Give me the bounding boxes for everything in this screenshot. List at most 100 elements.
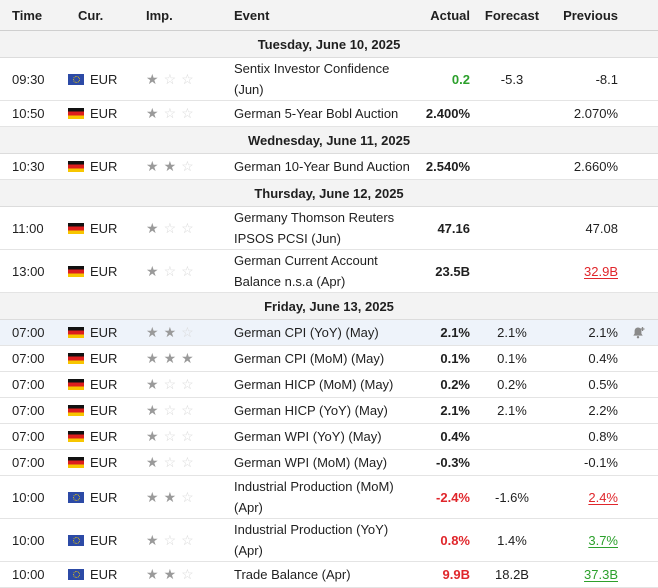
star-icon: ☆	[181, 402, 194, 418]
event-name[interactable]: German HICP (MoM) (May)	[226, 371, 414, 398]
table-row[interactable]: 10:00 EUR ★ ★ ☆ Industrial Production (MoM…	[0, 475, 658, 519]
star-icon: ☆	[163, 454, 177, 470]
event-time: 07:00	[0, 423, 68, 450]
star-icon: ★	[146, 158, 159, 174]
event-name-line2: Balance n.s.a (Apr)	[234, 274, 346, 289]
germany-flag-icon	[68, 353, 84, 364]
actual-value: 47.16	[414, 206, 470, 250]
header-currency[interactable]: Cur.	[68, 0, 142, 31]
importance-stars: ★ ★ ★	[146, 351, 194, 365]
germany-flag-icon	[68, 108, 84, 119]
actual-value: 0.2%	[414, 371, 470, 398]
header-importance[interactable]: Imp.	[142, 0, 226, 31]
previous-revised-value: 2.4%	[588, 489, 618, 505]
currency-label: EUR	[90, 106, 118, 121]
table-row[interactable]: 10:50 EUR ★ ☆ ☆ German 5-Year Bobl Auction…	[0, 100, 658, 127]
forecast-value: 18.2B	[470, 561, 554, 588]
table-row[interactable]: 11:00 EUR ★ ☆ ☆ Germany Thomson Reuters IPS…	[0, 206, 658, 250]
previous-value: 47.08	[554, 206, 658, 250]
star-icon: ★	[163, 566, 177, 582]
event-name[interactable]: German WPI (YoY) (May)	[226, 423, 414, 450]
actual-value: 0.1%	[414, 345, 470, 372]
event-name[interactable]: Sentix Investor Confidence (Jun)	[226, 57, 414, 101]
table-row[interactable]: 07:00 EUR ★ ☆ ☆ German HICP (YoY) (May) 2.…	[0, 397, 658, 424]
date-label: Friday, June 13, 2025	[0, 292, 658, 320]
forecast-value	[470, 249, 554, 293]
event-name[interactable]: German CPI (YoY) (May)	[226, 319, 414, 346]
event-name[interactable]: Trade Balance (Apr)	[226, 561, 414, 588]
header-actual[interactable]: Actual	[414, 0, 470, 31]
previous-value: 2.2%	[554, 397, 658, 424]
forecast-value: 2.1%	[470, 397, 554, 424]
actual-value: -0.3%	[414, 449, 470, 476]
event-name[interactable]: Industrial Production (MoM) (Apr)	[226, 475, 414, 519]
previous-value: 37.3B	[554, 561, 658, 588]
previous-value: 2.1%	[588, 325, 618, 340]
table-row[interactable]: 07:00 EUR ★ ☆ ☆ German WPI (YoY) (May) 0.4…	[0, 423, 658, 450]
event-name[interactable]: Germany Thomson Reuters IPSOS PCSI (Jun)	[226, 206, 414, 250]
bell-plus-icon[interactable]	[632, 326, 646, 340]
forecast-value: 0.1%	[470, 345, 554, 372]
table-row[interactable]: 09:30 EUR ★ ☆ ☆ Sentix Investor Confidence…	[0, 57, 658, 101]
table-row[interactable]: 07:00 EUR ★ ☆ ☆ German HICP (MoM) (May) 0.…	[0, 371, 658, 398]
actual-value: 2.1%	[414, 397, 470, 424]
event-name[interactable]: German Current Account Balance n.s.a (Apr…	[226, 249, 414, 293]
header-event[interactable]: Event	[226, 0, 414, 31]
importance-stars: ★ ★ ☆	[146, 490, 194, 504]
eu-flag-icon	[68, 73, 84, 85]
event-name-line1: German Current Account	[234, 253, 378, 268]
currency-label: EUR	[90, 403, 118, 418]
star-icon: ★	[146, 350, 159, 366]
table-row[interactable]: 10:00 EUR ★ ☆ ☆ Industrial Production (YoY…	[0, 518, 658, 562]
event-name[interactable]: German CPI (MoM) (May)	[226, 345, 414, 372]
previous-value: 2.070%	[554, 100, 658, 127]
germany-flag-icon	[68, 431, 84, 442]
importance-stars: ★ ★ ☆	[146, 567, 194, 581]
previous-value: 2.660%	[554, 153, 658, 180]
table-row[interactable]: 07:00 EUR ★ ★ ☆ German CPI (YoY) (May) 2.1…	[0, 319, 658, 346]
actual-value: 2.400%	[414, 100, 470, 127]
event-name[interactable]: German 5-Year Bobl Auction	[226, 100, 414, 127]
star-icon: ★	[146, 262, 159, 279]
event-time: 07:00	[0, 319, 68, 346]
star-icon: ☆	[163, 428, 177, 444]
header-forecast[interactable]: Forecast	[470, 0, 554, 31]
header-previous[interactable]: Previous	[554, 0, 658, 31]
event-time: 10:50	[0, 100, 68, 127]
event-time: 10:00	[0, 475, 68, 519]
table-row[interactable]: 10:30 EUR ★ ★ ☆ German 10-Year Bund Auctio…	[0, 153, 658, 180]
star-icon: ☆	[181, 566, 194, 582]
star-icon: ★	[146, 324, 159, 340]
star-icon: ★	[146, 402, 159, 418]
forecast-value	[470, 100, 554, 127]
importance-stars: ★ ★ ☆	[146, 159, 194, 173]
event-time: 11:00	[0, 206, 68, 250]
forecast-value	[470, 153, 554, 180]
germany-flag-icon	[68, 265, 84, 277]
table-row[interactable]: 13:00 EUR ★ ☆ ☆ German Current Account Bala…	[0, 249, 658, 293]
date-row: Thursday, June 12, 2025	[0, 179, 658, 207]
previous-value: 0.8%	[554, 423, 658, 450]
table-row[interactable]: 10:00 EUR ★ ★ ☆ Trade Balance (Apr) 9.9B 1…	[0, 561, 658, 588]
header-time[interactable]: Time	[0, 0, 68, 31]
star-icon: ★	[146, 566, 159, 582]
star-icon: ☆	[163, 402, 177, 418]
event-name[interactable]: German HICP (YoY) (May)	[226, 397, 414, 424]
currency-label: EUR	[90, 455, 118, 470]
event-time: 07:00	[0, 371, 68, 398]
date-label: Thursday, June 12, 2025	[0, 179, 658, 207]
star-icon: ☆	[163, 105, 177, 121]
event-time: 10:00	[0, 518, 68, 562]
date-row: Friday, June 13, 2025	[0, 292, 658, 320]
table-row[interactable]: 07:00 EUR ★ ☆ ☆ German WPI (MoM) (May) -0.…	[0, 449, 658, 476]
forecast-value: -1.6%	[470, 475, 554, 519]
event-name[interactable]: Industrial Production (YoY) (Apr)	[226, 518, 414, 562]
event-name[interactable]: German WPI (MoM) (May)	[226, 449, 414, 476]
star-icon: ☆	[181, 105, 194, 121]
previous-value: -8.1	[554, 57, 658, 101]
event-name[interactable]: German 10-Year Bund Auction	[226, 153, 414, 180]
event-time: 10:00	[0, 561, 68, 588]
forecast-value: 2.1%	[470, 319, 554, 346]
table-row[interactable]: 07:00 EUR ★ ★ ★ German CPI (MoM) (May) 0.1…	[0, 345, 658, 372]
